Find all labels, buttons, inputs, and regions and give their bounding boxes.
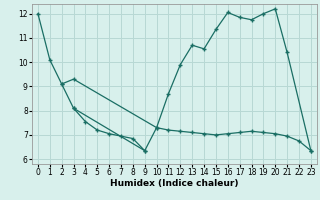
X-axis label: Humidex (Indice chaleur): Humidex (Indice chaleur) [110,179,239,188]
